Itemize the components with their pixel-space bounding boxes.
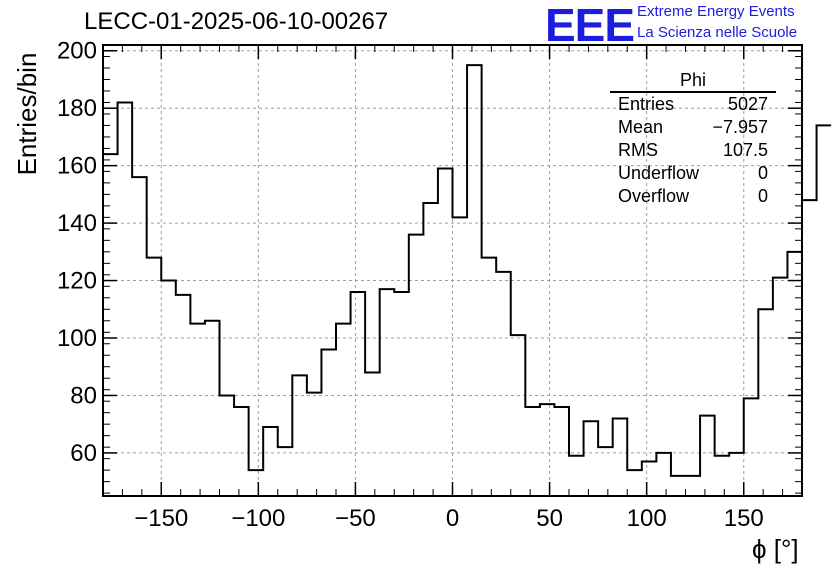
stats-row-underflow: Underflow 0 [610, 162, 776, 185]
histogram-bin [511, 335, 526, 496]
histogram-bin [802, 200, 817, 496]
histogram-bin [132, 177, 147, 496]
histogram-bin [380, 289, 395, 496]
histogram-bin [744, 398, 759, 496]
histogram-bin [263, 427, 278, 496]
histogram-bin [365, 372, 380, 496]
histogram-bin [686, 476, 701, 496]
histogram-outline [103, 64, 832, 477]
stats-value: −7.957 [712, 117, 768, 137]
histogram-bin [438, 169, 453, 496]
y-axis-label: Entries/bin [12, 52, 42, 176]
histogram-bin [584, 421, 599, 496]
y-tick-label: 160 [57, 153, 97, 180]
logo-line-1: Extreme Energy Events [637, 3, 795, 20]
histogram-bin [613, 418, 628, 496]
histogram-bin [627, 470, 642, 496]
histogram-bin [554, 407, 569, 496]
histogram-bin [147, 258, 162, 496]
histogram-bin [642, 462, 657, 496]
histogram-bin [351, 292, 366, 496]
histogram-bin [307, 393, 322, 496]
x-tick-label: −50 [335, 505, 376, 532]
histogram-bin [671, 476, 686, 496]
y-tick-label: 180 [57, 95, 97, 122]
histogram-bin [234, 407, 249, 496]
stats-label: RMS [618, 140, 658, 160]
stats-value: 5027 [727, 94, 768, 114]
stats-label: Underflow [618, 163, 700, 183]
histogram-series [103, 64, 832, 496]
histogram-bin [569, 456, 584, 496]
y-tick-label: 80 [70, 382, 97, 409]
histogram-bin [496, 272, 511, 496]
stats-row-overflow: Overflow 0 [610, 185, 776, 208]
x-tick-label: 150 [724, 505, 764, 532]
stats-label: Overflow [618, 186, 690, 206]
histogram-bin [321, 349, 336, 496]
histogram-bin [292, 375, 307, 496]
x-axis-label: ϕ [°] [752, 534, 799, 564]
logo-line-2: La Scienza nelle Scuole [637, 24, 798, 41]
stats-value: 107.5 [722, 140, 768, 160]
histogram-bin [817, 125, 832, 496]
histogram-bin [656, 453, 671, 496]
stats-label: Entries [618, 94, 675, 114]
y-tick-label: 140 [57, 210, 97, 237]
histogram-bin [190, 324, 205, 496]
histogram-bin [729, 453, 744, 496]
stats-row-rms: RMS 107.5 [610, 139, 776, 162]
axes-frame [102, 44, 803, 497]
stats-row-entries: Entries 5027 [610, 93, 776, 116]
y-tick-label: 100 [57, 325, 97, 352]
x-tick-label: 100 [627, 505, 667, 532]
histogram-bin [715, 456, 730, 496]
histogram-bin [118, 102, 133, 496]
tick-labels: −150 −100 −50 0 50 100 150 60 80 100 120 140 160 180 2… [57, 38, 764, 532]
histogram-bin [220, 395, 235, 496]
histogram-bin [205, 321, 220, 496]
histogram-bin [787, 252, 802, 496]
stats-box: Phi Entries 5027 Mean −7.957 RMS 107.5 U… [610, 70, 776, 208]
histogram-bin [249, 470, 264, 496]
x-tick-label: −150 [134, 505, 188, 532]
stats-title: Phi [610, 70, 776, 93]
histogram-bin [540, 404, 555, 496]
plot-title: LECC-01-2025-06-10-00267 [84, 8, 389, 35]
y-tick-label: 60 [70, 440, 97, 467]
histogram-bin [773, 278, 788, 496]
stats-value: 0 [757, 186, 768, 206]
histogram-bin [700, 416, 715, 496]
histogram-bin [423, 203, 438, 496]
histogram-bin [161, 281, 176, 496]
histogram-bin [336, 324, 351, 496]
histogram-bin [598, 447, 613, 496]
x-tick-label: −100 [231, 505, 285, 532]
x-tick-label: 0 [446, 505, 459, 532]
stats-value: 0 [757, 163, 768, 183]
stats-row-mean: Mean −7.957 [610, 116, 776, 139]
eee-logo: EEE [545, 0, 635, 51]
y-tick-label: 200 [57, 38, 97, 65]
histogram-bin [758, 309, 773, 496]
y-tick-label: 120 [57, 268, 97, 295]
stats-label: Mean [618, 117, 664, 137]
x-tick-label: 50 [536, 505, 563, 532]
histogram-bin [278, 447, 293, 496]
histogram-bin [482, 258, 497, 496]
histogram-bin [525, 407, 540, 496]
histogram-bin [409, 235, 424, 496]
histogram-bin [394, 292, 409, 496]
histogram-bin [453, 217, 468, 496]
